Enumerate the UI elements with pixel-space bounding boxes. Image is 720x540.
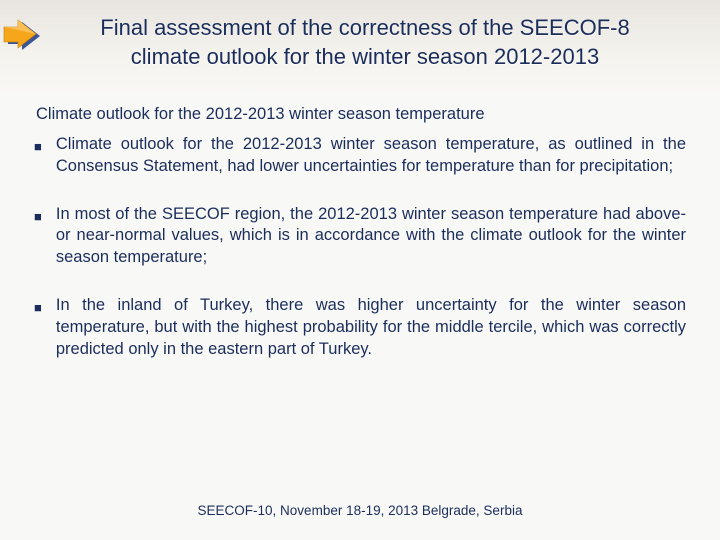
list-item: ■ In most of the SEECOF region, the 2012… — [34, 204, 686, 269]
bullet-text: In the inland of Turkey, there was highe… — [56, 295, 686, 360]
list-item: ■ In the inland of Turkey, there was hig… — [34, 295, 686, 360]
subtitle: Climate outlook for the 2012-2013 winter… — [0, 83, 720, 128]
bullet-marker-icon: ■ — [34, 207, 42, 228]
footer-text: SEECOF-10, November 18-19, 2013 Belgrade… — [0, 503, 720, 518]
bullet-text: Climate outlook for the 2012-2013 winter… — [56, 134, 686, 178]
bullet-marker-icon: ■ — [34, 298, 42, 319]
list-item: ■ Climate outlook for the 2012-2013 wint… — [34, 134, 686, 178]
bullet-list: ■ Climate outlook for the 2012-2013 wint… — [0, 128, 720, 360]
page-title: Final assessment of the correctness of t… — [0, 0, 720, 77]
bullet-marker-icon: ■ — [34, 137, 42, 158]
bullet-text: In most of the SEECOF region, the 2012-2… — [56, 204, 686, 269]
